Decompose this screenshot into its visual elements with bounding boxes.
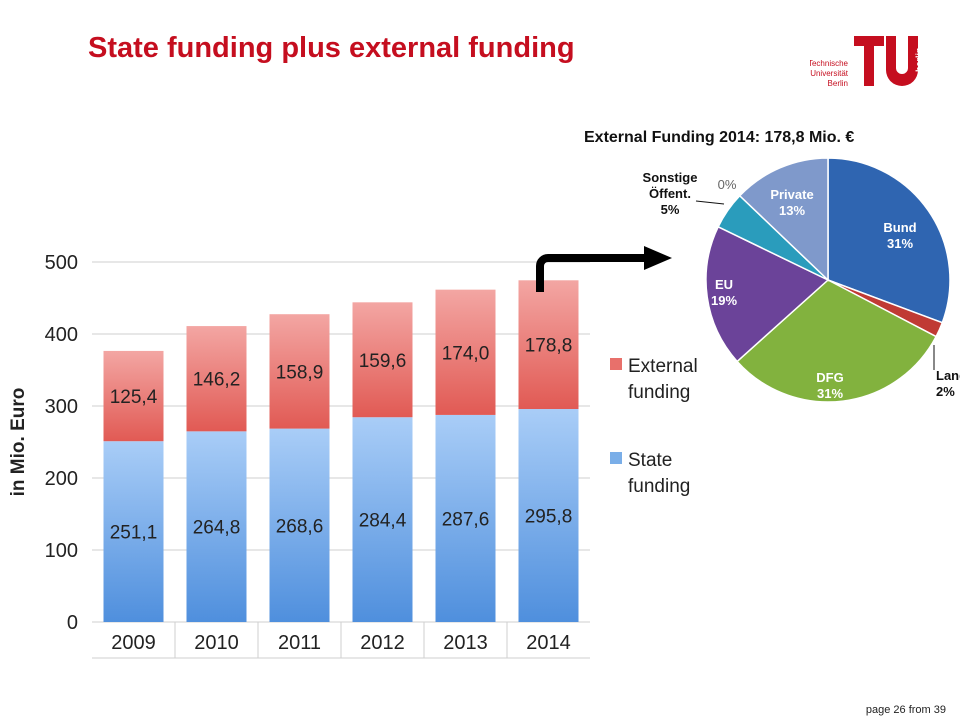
bar-state-funding [518,409,579,622]
pie-leader-line [695,200,725,205]
arrow-line [536,254,648,292]
pie-slice-label: Sonstige [643,170,698,185]
pie-slice-bund [827,157,951,324]
x-tick-label: 2010 [194,632,239,654]
bar-value-label: 251,1 [110,523,158,544]
logo-text-1: Technische [810,59,849,68]
bar-external-funding [186,326,247,432]
bar-value-label: 287,6 [442,509,490,530]
pie-slice-private [738,157,829,282]
pie-slice-value-label: 31% [887,236,913,251]
connector-arrow [536,246,672,292]
stacked-bar-chart: 0 100 200 300 400 500 251,1 125,4 2009 264,8 146,2… [8,252,698,659]
pie-slice-label: Land [936,368,960,383]
y-tick-label: 0 [67,612,78,634]
bar-state-funding [269,428,330,622]
pie-slice-value-label: 31% [817,386,843,401]
bar-value-label: 178,8 [525,336,573,357]
bar-state-funding [435,414,496,622]
y-tick-label: 100 [45,540,78,562]
bar-external-funding [518,280,579,410]
y-axis-label: in Mio. Euro [8,388,29,497]
bar-state-funding [352,417,413,622]
bar-value-label: 146,2 [193,370,241,391]
y-tick-label: 400 [45,324,78,346]
arrow-head [644,246,672,270]
logo-text-2: Universität [810,69,849,78]
bar-external-funding [435,289,496,415]
x-tick-label: 2014 [526,632,571,654]
x-tick-label: 2011 [278,632,321,654]
plot-area [92,254,590,622]
bar-value-label: 264,8 [193,518,241,539]
pie-slice-value-label: 2% [936,384,955,399]
y-tick-label: 500 [45,252,78,274]
legend-marker [610,452,622,464]
pie-slice-value-label: 5% [661,202,680,217]
x-tick-label: 2009 [111,632,156,654]
pie-slice-label: Bund [883,220,916,235]
bar-value-label: 125,4 [110,387,158,408]
page-number: page 26 from 39 [865,704,946,716]
bar-value-label: 174,0 [442,343,490,364]
slide-title: State funding plus external funding [88,32,575,64]
bar-value-label: 295,8 [525,507,573,528]
logo-text-3: Berlin [828,79,848,88]
legend-marker [610,358,622,370]
bar-value-label: 268,6 [276,516,324,537]
legend-label: External [628,356,698,377]
bar-value-label: 284,4 [359,511,407,532]
pie-slice-value-label: 19% [711,293,737,308]
y-tick-label: 200 [45,468,78,490]
bar-external-funding [269,314,330,429]
y-tick-label: 300 [45,396,78,418]
x-tick-label: 2012 [360,632,405,654]
legend-label: State [628,450,672,471]
pie-slice-eu [705,225,830,363]
bar-value-label: 158,9 [276,362,324,383]
pie-slice-value-label: 0% [718,177,737,192]
bar-external-funding [103,350,164,442]
pie-title: External Funding 2014: 178,8 Mio. € [584,129,854,146]
bar-state-funding [103,441,164,622]
pie-slice-label: DFG [816,370,843,385]
x-tick-label: 2013 [443,632,488,654]
bar-state-funding [186,431,247,622]
bar-value-label: 159,6 [359,351,407,372]
pie-slice-label: Öffent. [649,186,691,201]
legend-label: funding [628,476,690,497]
bar-external-funding [352,302,413,418]
legend-label: funding [628,382,690,403]
logo-side-text: berlin [914,47,924,72]
pie-slice-label: Private [770,187,813,202]
pie-slice-dfg [736,279,938,403]
external-funding-pie-chart: External Funding 2014: 178,8 Mio. €Bund3… [584,129,960,403]
pie-slice-label: EU [715,277,733,292]
pie-slice-value-label: 13% [779,203,805,218]
tu-berlin-logo: berlin Technische Universität Berlin [810,36,924,88]
tu-logo-mark: berlin [854,36,924,86]
